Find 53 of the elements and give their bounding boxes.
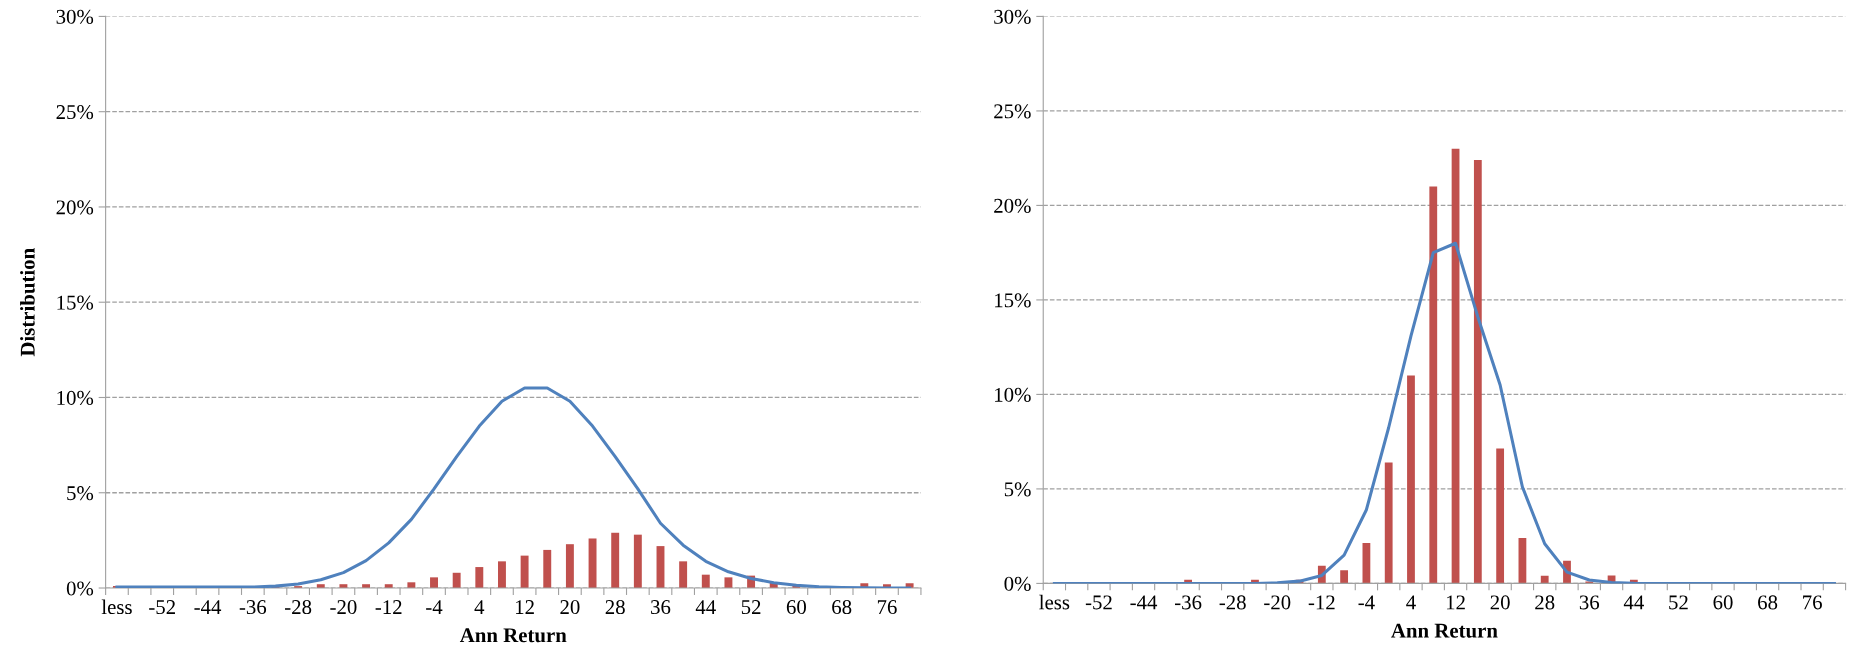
x-tick-label: 20 — [1490, 595, 1510, 610]
x-tick-label: -20 — [330, 600, 357, 615]
x-tick-label: 52 — [1669, 595, 1688, 610]
y-tick-label: 20% — [56, 200, 94, 215]
x-axis-title: Ann Return — [459, 628, 567, 643]
x-axis-title: Ann Return — [1391, 623, 1498, 638]
y-tick-label: 0% — [1004, 576, 1031, 591]
x-tick-label: 52 — [741, 600, 761, 615]
x-tick-label: -52 — [149, 600, 175, 615]
y-tick-label: 10% — [57, 390, 94, 405]
x-tick-label: -12 — [1308, 595, 1335, 610]
y-tick-label: 10% — [995, 387, 1031, 402]
x-tick-label: 4 — [474, 600, 485, 614]
x-tick-label: -28 — [1219, 595, 1246, 610]
y-axis-title: Distribution — [20, 248, 35, 357]
x-tick-label: less — [101, 599, 132, 615]
x-tick-label: 12 — [1446, 595, 1465, 610]
x-tick-label: -28 — [285, 600, 312, 615]
x-tick-label: 4 — [1406, 595, 1416, 610]
x-tick-label: less — [1039, 594, 1070, 610]
x-tick-label: -12 — [375, 600, 402, 614]
y-tick-label: 30% — [56, 9, 94, 24]
x-tick-label: 44 — [695, 600, 716, 614]
x-tick-label: 60 — [1713, 595, 1733, 610]
y-tick-label: 20% — [994, 198, 1031, 213]
x-tick-label: 44 — [1623, 595, 1644, 610]
x-tick-label: -4 — [426, 600, 443, 614]
x-tick-label: -44 — [194, 600, 222, 614]
x-tick-label: 28 — [605, 600, 625, 615]
y-tick-label: 25% — [994, 104, 1031, 119]
x-tick-label: 36 — [651, 600, 671, 615]
x-tick-label: 68 — [1758, 595, 1778, 610]
x-tick-label: 68 — [832, 600, 852, 615]
x-tick-label: -36 — [1175, 595, 1202, 610]
x-tick-label: -52 — [1085, 595, 1112, 610]
y-tick-label: 0% — [66, 581, 94, 596]
x-tick-label: -36 — [239, 600, 267, 615]
x-tick-label: 60 — [786, 600, 806, 615]
y-tick-label: 5% — [67, 486, 94, 501]
y-tick-label: 25% — [56, 105, 94, 120]
y-tick-label: 15% — [57, 295, 94, 310]
x-tick-label: 36 — [1579, 595, 1600, 610]
x-tick-label: -4 — [1358, 595, 1375, 610]
y-tick-label: 15% — [995, 293, 1031, 308]
x-tick-label: -44 — [1130, 595, 1158, 610]
x-tick-label: -20 — [1264, 595, 1291, 610]
x-tick-label: 20 — [560, 600, 580, 615]
x-tick-label: 76 — [877, 600, 897, 615]
y-tick-label: 5% — [1004, 482, 1031, 497]
y-tick-label: 30% — [994, 9, 1031, 24]
x-tick-label: 76 — [1803, 595, 1822, 610]
x-tick-label: 12 — [516, 600, 534, 614]
x-tick-label: 28 — [1535, 595, 1555, 610]
